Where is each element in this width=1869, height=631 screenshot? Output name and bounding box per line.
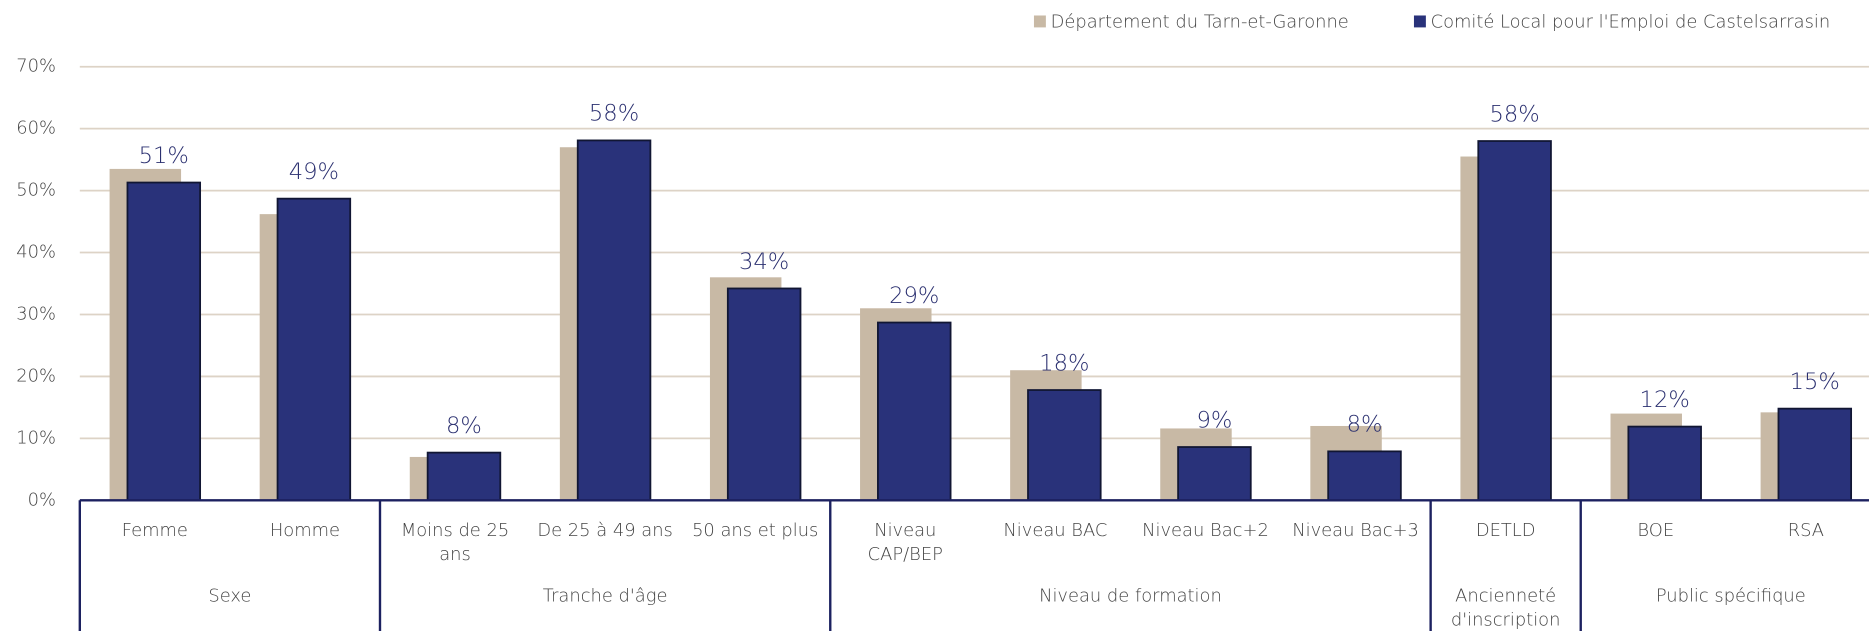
x-tick-label: RSA [1787, 519, 1825, 541]
legend-label: Comité Local pour l'Emploi de Castelsarr… [1431, 12, 1831, 33]
bar [726, 287, 802, 502]
group-label: Ancienneté d'inscription [1450, 584, 1561, 631]
y-tick-label: 60% [16, 118, 56, 139]
legend-swatch [1033, 15, 1046, 28]
group-label: Sexe [208, 584, 252, 607]
data-label: 15% [1790, 369, 1840, 395]
bar [426, 451, 502, 502]
data-label: 12% [1640, 387, 1690, 413]
x-tick-label: 50 ans et plus [692, 519, 819, 541]
y-tick-label: 70% [16, 56, 56, 77]
bar [1327, 450, 1402, 502]
data-label: 9% [1196, 407, 1232, 433]
x-tick-label: Femme [121, 519, 188, 541]
x-tick-label: Niveau Bac+3 [1292, 519, 1419, 541]
bar [1627, 425, 1702, 502]
bar [1477, 140, 1552, 502]
group-label: Niveau de formation [1039, 584, 1222, 607]
legend-swatch [1413, 15, 1426, 28]
data-label: 58% [589, 101, 639, 127]
bar [1777, 407, 1853, 502]
legend-label: Département du Tarn-et-Garonne [1051, 12, 1349, 33]
data-label: 29% [889, 283, 939, 309]
bar [276, 197, 352, 502]
data-label: 51% [139, 143, 189, 169]
data-label: 58% [1489, 101, 1539, 127]
bar [877, 321, 952, 502]
x-tick-label: Niveau BAC [1003, 519, 1108, 541]
y-tick-label: 50% [16, 180, 56, 201]
bar [576, 139, 652, 502]
bar [126, 181, 202, 502]
data-label: 49% [289, 159, 339, 185]
x-tick-label: Niveau Bac+2 [1142, 519, 1269, 541]
bar [1177, 446, 1252, 502]
x-tick-label: DETLD [1475, 519, 1536, 541]
data-label: 8% [1347, 412, 1383, 438]
x-tick-label: BOE [1637, 519, 1675, 541]
data-label: 18% [1039, 350, 1089, 376]
y-tick-label: 30% [16, 303, 56, 324]
x-tick-label: Homme [269, 519, 341, 541]
group-label: Public spécifique [1655, 584, 1806, 607]
x-tick-label: Moins de 25 ans [400, 519, 510, 565]
y-tick-label: 10% [16, 427, 56, 448]
x-tick-label: Niveau CAP/BEP [867, 519, 943, 565]
data-label: 8% [446, 413, 482, 439]
y-tick-label: 20% [16, 365, 56, 386]
data-label: 34% [739, 249, 789, 275]
x-tick-label: De 25 à 49 ans [537, 519, 673, 541]
y-tick-label: 0% [28, 489, 56, 510]
group-label: Tranche d'âge [542, 584, 668, 607]
y-tick-label: 40% [16, 242, 56, 263]
bar [1027, 389, 1102, 502]
